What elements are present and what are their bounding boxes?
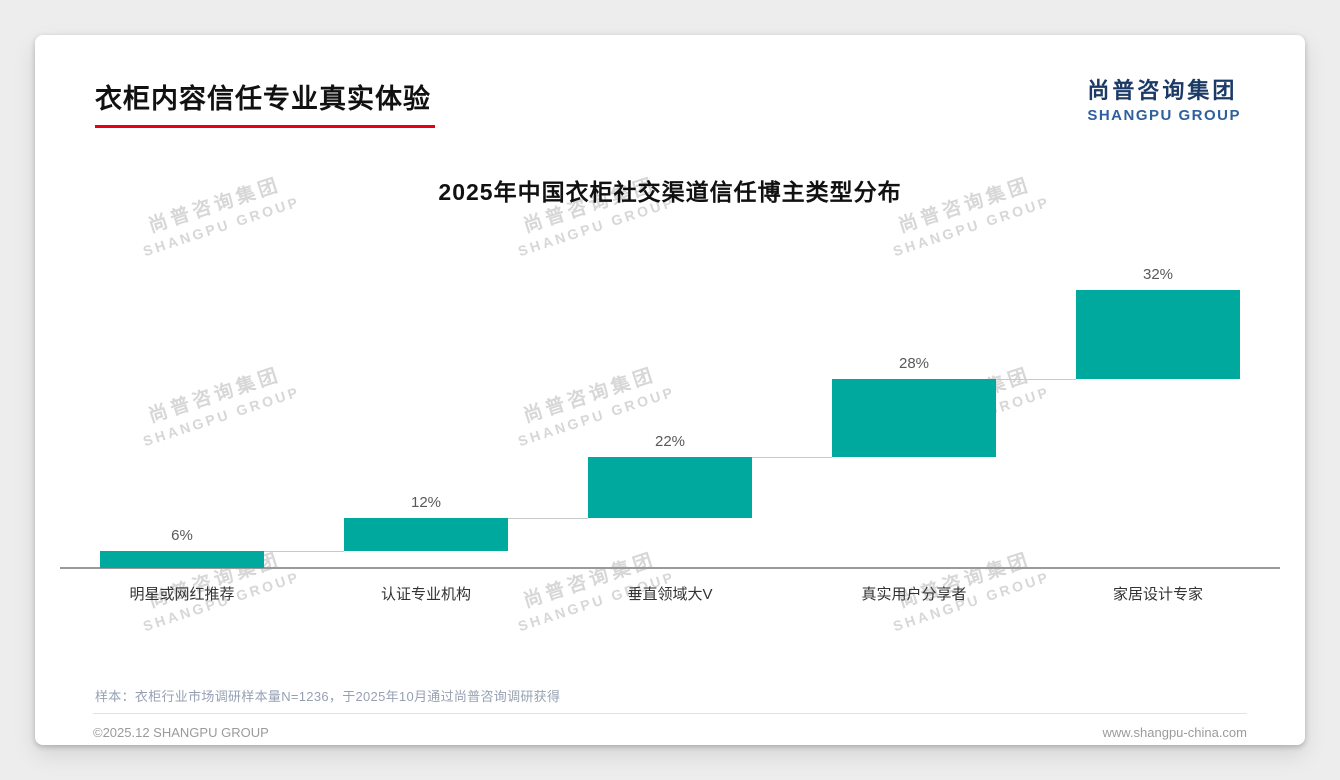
waterfall-bar (832, 378, 996, 457)
category-label: 认证专业机构 (380, 586, 471, 603)
waterfall-bar (344, 517, 508, 552)
company-logo: 尚普咨询集团 SHANGPU GROUP (1087, 73, 1241, 124)
connector-line (995, 378, 1076, 380)
page-title: 衣柜内容信任专业真实体验 (95, 77, 435, 128)
waterfall-chart: 6% 明星或网红推荐 12% 认证专业机构 22% 垂直领域大V 28% 真实用户分享者 32%… (60, 266, 1280, 603)
slide-content: 衣柜内容信任专业真实体验 尚普咨询集团 SHANGPU GROUP 2025年中… (35, 35, 1305, 745)
copyright-text: ©2025.12 SHANGPU GROUP (93, 725, 269, 740)
bar-value-label: 6% (171, 527, 193, 545)
category-label: 家居设计专家 (1112, 586, 1203, 603)
waterfall-bar (1076, 290, 1240, 379)
bar-value-label: 32% (1142, 266, 1174, 283)
connector-line (507, 517, 588, 519)
sample-note: 样本：衣柜行业市场调研样本量N=1236，于2025年10月通过尚普咨询调研获得 (95, 689, 561, 704)
category-label: 垂直领域大V (627, 586, 713, 603)
footer-divider (93, 713, 1247, 714)
waterfall-bar (100, 551, 264, 568)
chart-title: 2025年中国衣柜社交渠道信任博主类型分布 (438, 179, 902, 205)
bar-value-label: 22% (654, 432, 686, 450)
x-axis-baseline (60, 567, 1280, 569)
report-slide: 尚普咨询集团 SHANGPU GROUP 尚普咨询集团 SHANGPU GROUP 尚普… (35, 35, 1305, 745)
logo-english-text: SHANGPU GROUP (1087, 107, 1241, 124)
logo-chinese-text: 尚普咨询集团 (1087, 78, 1238, 103)
category-label: 明星或网红推荐 (129, 586, 235, 603)
bar-value-label: 12% (410, 493, 442, 511)
bar-value-label: 28% (898, 354, 930, 372)
website-text: www.shangpu-china.com (1102, 725, 1247, 740)
waterfall-bar (588, 456, 752, 518)
connector-line (263, 551, 344, 553)
footer: ©2025.12 SHANGPU GROUP www.shangpu-china… (93, 725, 1247, 740)
connector-line (751, 456, 832, 458)
category-label: 真实用户分享者 (861, 586, 967, 603)
